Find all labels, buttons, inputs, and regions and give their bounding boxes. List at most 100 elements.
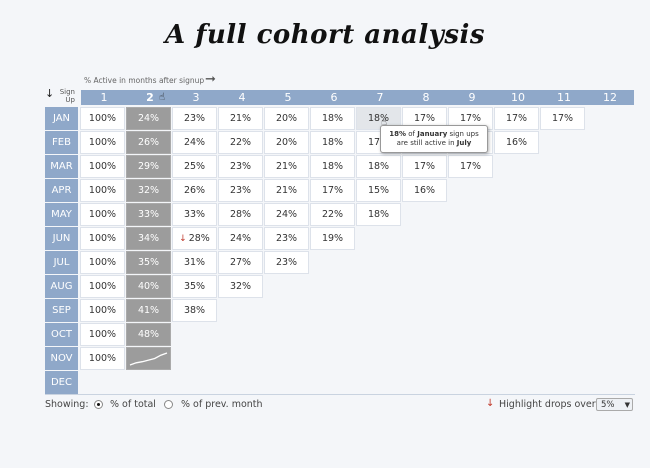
row-label-aug[interactable]: AUG bbox=[45, 275, 78, 298]
table-cell[interactable]: 17% bbox=[402, 155, 447, 178]
table-cell[interactable]: 18% bbox=[310, 131, 355, 154]
table-cell[interactable]: 41% bbox=[126, 299, 171, 322]
table-cell[interactable]: 24% bbox=[264, 203, 309, 226]
table-cell[interactable]: 100% bbox=[80, 107, 125, 130]
table-cell[interactable]: 29% bbox=[126, 155, 171, 178]
table-cell[interactable]: 33% bbox=[126, 203, 171, 226]
row-label-apr[interactable]: APR bbox=[45, 179, 78, 202]
row-label-oct[interactable]: OCT bbox=[45, 323, 78, 346]
table-cell[interactable]: 17% bbox=[494, 107, 539, 130]
table-cell[interactable]: 22% bbox=[310, 203, 355, 226]
table-cell[interactable]: 18% bbox=[356, 107, 401, 130]
table-cell[interactable]: 100% bbox=[80, 155, 125, 178]
table-cell[interactable]: 100% bbox=[80, 251, 125, 274]
table-cell[interactable]: 23% bbox=[172, 107, 217, 130]
table-cell[interactable]: 18% bbox=[310, 107, 355, 130]
chevron-down-icon: ▼ bbox=[624, 401, 630, 409]
table-cell[interactable]: 24% bbox=[126, 107, 171, 130]
table-cell[interactable]: 17% bbox=[448, 155, 493, 178]
table-cell[interactable]: 20% bbox=[264, 107, 309, 130]
table-cell[interactable]: 21% bbox=[264, 179, 309, 202]
column-header-4[interactable]: 4 bbox=[238, 91, 246, 104]
table-cell[interactable]: 100% bbox=[80, 323, 125, 346]
table-cell[interactable]: 23% bbox=[218, 179, 263, 202]
column-header-12[interactable]: 12 bbox=[603, 91, 617, 104]
table-cell[interactable]: 17% bbox=[310, 179, 355, 202]
table-cell[interactable]: 35% bbox=[172, 275, 217, 298]
table-cell[interactable]: 38% bbox=[172, 299, 217, 322]
table-cell[interactable]: 100% bbox=[80, 347, 125, 370]
table-cell[interactable]: 34% bbox=[126, 227, 171, 250]
table-cell[interactable]: 23% bbox=[218, 155, 263, 178]
column-header-5[interactable]: 5 bbox=[284, 91, 292, 104]
row-label-jul[interactable]: JUL bbox=[45, 251, 78, 274]
table-cell[interactable]: 100% bbox=[80, 179, 125, 202]
table-cell[interactable]: 22% bbox=[218, 131, 263, 154]
sparkline-cell[interactable] bbox=[126, 347, 171, 370]
table-cell[interactable]: 16% bbox=[494, 131, 539, 154]
arrow-down-icon: ↓ bbox=[45, 87, 55, 100]
table-cell[interactable]: 25% bbox=[172, 155, 217, 178]
table-cell[interactable]: 33% bbox=[172, 203, 217, 226]
table-cell[interactable]: 18% bbox=[310, 155, 355, 178]
table-cell[interactable]: 26% bbox=[126, 131, 171, 154]
table-cell[interactable]: 28% bbox=[218, 203, 263, 226]
row-label-feb[interactable]: FEB bbox=[45, 131, 78, 154]
table-cell[interactable]: 27% bbox=[218, 251, 263, 274]
table-cell[interactable]: 24% bbox=[172, 131, 217, 154]
table-cell[interactable]: 20% bbox=[264, 131, 309, 154]
table-cell[interactable]: 17% bbox=[540, 107, 585, 130]
radio-percent-of-total[interactable] bbox=[94, 400, 103, 409]
arrow-right-icon: ➞ bbox=[205, 72, 216, 87]
table-cell[interactable]: 32% bbox=[218, 275, 263, 298]
table-cell[interactable]: ↓ 28% bbox=[172, 227, 217, 250]
radio-percent-of-prev-month[interactable] bbox=[164, 400, 173, 409]
row-label-sep[interactable]: SEP bbox=[45, 299, 78, 322]
table-cell[interactable]: 32% bbox=[126, 179, 171, 202]
column-header-row: 1 2 ☝ 3 4 5 6 7 8 9 10 11 12 bbox=[81, 90, 634, 105]
grid-subtitle: % Active in months after signup bbox=[84, 76, 205, 85]
table-cell[interactable]: 35% bbox=[126, 251, 171, 274]
column-header-6[interactable]: 6 bbox=[330, 91, 338, 104]
column-header-7[interactable]: 7 bbox=[376, 91, 384, 104]
table-cell[interactable]: 23% bbox=[264, 227, 309, 250]
table-cell[interactable]: 15% bbox=[356, 179, 401, 202]
table-cell[interactable]: 48% bbox=[126, 323, 171, 346]
column-header-1[interactable]: 1 bbox=[100, 91, 108, 104]
drop-arrow-icon: ↓ bbox=[179, 234, 187, 244]
table-cell[interactable]: 100% bbox=[80, 131, 125, 154]
column-header-2[interactable]: 2 bbox=[146, 91, 154, 104]
table-cell[interactable]: 24% bbox=[218, 227, 263, 250]
table-cell[interactable]: 100% bbox=[80, 275, 125, 298]
table-cell[interactable]: 31% bbox=[172, 251, 217, 274]
row-label-dec[interactable]: DEC bbox=[45, 371, 78, 394]
table-cell[interactable]: 18% bbox=[356, 203, 401, 226]
table-cell[interactable]: 21% bbox=[218, 107, 263, 130]
table-cell[interactable]: 21% bbox=[264, 155, 309, 178]
table-cell[interactable]: 18% bbox=[356, 155, 401, 178]
hand-cursor-icon: ☝ bbox=[381, 117, 388, 128]
table-cell[interactable]: 100% bbox=[80, 299, 125, 322]
page-title: A full cohort analysis bbox=[164, 20, 486, 50]
row-label-mar[interactable]: MAR bbox=[45, 155, 78, 178]
row-label-nov[interactable]: NOV bbox=[45, 347, 78, 370]
column-header-9[interactable]: 9 bbox=[468, 91, 476, 104]
table-cell[interactable]: 16% bbox=[402, 179, 447, 202]
column-header-8[interactable]: 8 bbox=[422, 91, 430, 104]
showing-label: Showing: bbox=[45, 399, 89, 410]
column-header-10[interactable]: 10 bbox=[511, 91, 525, 104]
column-header-11[interactable]: 11 bbox=[557, 91, 571, 104]
hand-cursor-icon: ☝ bbox=[159, 92, 166, 103]
row-label-jun[interactable]: JUN bbox=[45, 227, 78, 250]
table-cell[interactable]: 26% bbox=[172, 179, 217, 202]
table-cell[interactable]: 19% bbox=[310, 227, 355, 250]
column-header-3[interactable]: 3 bbox=[192, 91, 200, 104]
table-cell[interactable]: 100% bbox=[80, 227, 125, 250]
threshold-select[interactable]: 5% ▼ bbox=[596, 398, 633, 411]
table-cell[interactable]: 40% bbox=[126, 275, 171, 298]
row-label-may[interactable]: MAY bbox=[45, 203, 78, 226]
table-cell[interactable]: 100% bbox=[80, 203, 125, 226]
table-cell[interactable]: 23% bbox=[264, 251, 309, 274]
row-label-jan[interactable]: JAN bbox=[45, 107, 78, 130]
sparkline-chart bbox=[129, 352, 168, 366]
